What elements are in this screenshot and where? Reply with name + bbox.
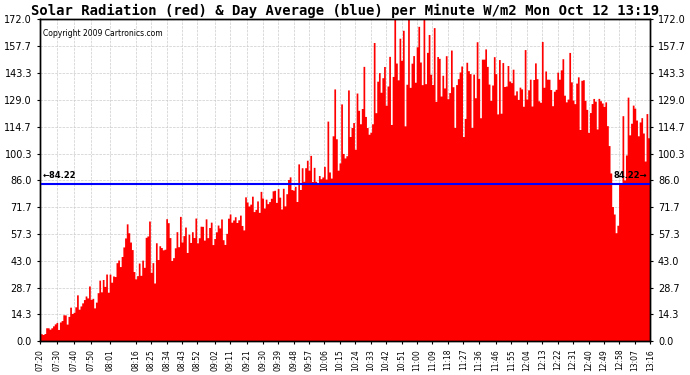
Text: 84.22→: 84.22→ [613, 171, 647, 180]
Text: Copyright 2009 Cartronics.com: Copyright 2009 Cartronics.com [43, 29, 162, 38]
Text: ←84.22: ←84.22 [43, 171, 77, 180]
Title: Solar Radiation (red) & Day Average (blue) per Minute W/m2 Mon Oct 12 13:19: Solar Radiation (red) & Day Average (blu… [31, 4, 659, 18]
